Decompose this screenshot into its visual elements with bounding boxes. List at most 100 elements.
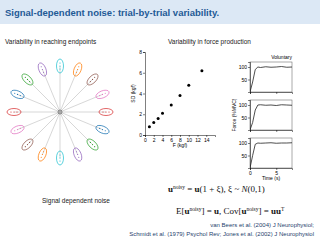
tick <box>276 92 277 94</box>
tick-label: 100 <box>239 64 248 70</box>
endpoint-dot <box>43 72 44 73</box>
panel-label: Variability in force production <box>168 38 251 46</box>
plot-area <box>250 143 292 168</box>
endpoint-dot <box>77 154 78 155</box>
endpoint-dot <box>94 146 95 147</box>
point <box>148 125 151 128</box>
equation: unoisy = u(1 + ξ), ξ ~ N(0,1) <box>168 184 265 195</box>
tick-label: 14 <box>204 137 210 143</box>
endpoint-ellipse <box>36 147 48 163</box>
endpoint-ellipse <box>57 59 64 73</box>
tick-label: 50 <box>241 115 247 121</box>
endpoint-dot <box>17 94 18 95</box>
equation-part: (0,1) <box>248 184 265 194</box>
tick <box>276 130 277 132</box>
endpoint-dot <box>42 69 43 70</box>
axis-title: SD (kgf) <box>130 84 136 103</box>
endpoint-dot <box>14 93 15 94</box>
tick: 0 <box>144 135 147 143</box>
force-trace <box>250 105 292 130</box>
endpoint-dot <box>78 66 79 67</box>
point <box>200 69 203 72</box>
endpoint-ellipse <box>10 88 26 100</box>
endpoint-dot <box>92 144 93 145</box>
endpoint-dot <box>76 151 77 152</box>
title-bar <box>0 0 320 24</box>
point <box>179 94 182 97</box>
force-trace <box>250 67 292 93</box>
axis-line <box>251 93 293 95</box>
axis-title: Time (s) <box>262 175 280 181</box>
tick-label: 100 <box>239 102 248 108</box>
axis-line <box>248 101 251 131</box>
endpoint-ellipse <box>85 72 100 87</box>
endpoint-ellipse <box>36 62 48 78</box>
endpoint-ellipse <box>72 62 84 78</box>
endpoint-dot <box>102 94 103 95</box>
endpoint-dot <box>94 77 95 78</box>
axis-line <box>248 139 251 169</box>
tick-mark <box>248 105 250 106</box>
tick: 12 <box>195 135 201 143</box>
tick: 50 <box>241 115 250 121</box>
endpoint-dot <box>10 111 11 112</box>
tick: 0 <box>139 132 145 138</box>
endpoint-dot <box>17 129 18 130</box>
panel-label: Variability in reaching endpoints <box>5 38 97 46</box>
endpoint-dot <box>59 157 60 158</box>
endpoint-dot <box>25 77 26 78</box>
endpoint-dot <box>102 129 103 130</box>
axis-title: F (kgf) <box>173 142 188 148</box>
tick: 50 <box>241 153 250 159</box>
start-point <box>58 110 62 114</box>
endpoint-ellipse <box>20 72 35 87</box>
tick-mark <box>143 114 145 115</box>
caption: Signal dependent noise <box>42 197 110 205</box>
endpoint-dot <box>99 128 100 129</box>
tick-label: 6 <box>139 70 142 76</box>
axis-line <box>143 53 146 136</box>
tick-label: 4 <box>139 91 142 97</box>
endpoint-dot <box>59 160 60 161</box>
tick: 10 <box>186 135 192 143</box>
endpoint-dot <box>27 144 28 145</box>
axis <box>251 130 293 132</box>
endpoint-dot <box>108 111 109 112</box>
plot-frame <box>250 138 292 168</box>
reference: Schmidt et al. (1979) Psychol Rev; Jones… <box>129 231 314 237</box>
equation-part: (1 + ξ), ξ ~ <box>200 184 242 194</box>
tick-mark <box>248 156 250 157</box>
endpoint-dot <box>102 111 103 112</box>
equation-part: noisy <box>190 206 202 212</box>
force-trace <box>250 143 292 168</box>
axis: 02468 <box>139 49 145 138</box>
endpoint-dot <box>59 68 60 69</box>
tick-label: 50 <box>241 77 247 83</box>
tick-label: 12 <box>195 137 201 143</box>
endpoint-dot <box>13 111 14 112</box>
axis-line <box>251 131 293 133</box>
equation-part: noisy <box>247 206 259 212</box>
endpoint-dot <box>20 95 21 96</box>
plot-frame <box>250 62 292 92</box>
point <box>170 103 173 106</box>
axis-title: Force (%MVC) <box>231 98 237 131</box>
endpoint-dot <box>59 154 60 155</box>
endpoint-ellipse <box>99 109 113 116</box>
tick-mark <box>248 143 250 144</box>
endpoint-dot <box>90 142 91 143</box>
plot-area <box>250 105 292 130</box>
panel-title: Voluntary <box>271 54 292 60</box>
tick: 4 <box>162 135 165 143</box>
slide: Signal-dependent noise: trial-by-trial v… <box>0 0 320 240</box>
plot-area <box>250 67 292 93</box>
tick-label: 0 <box>144 137 147 143</box>
point <box>152 121 155 124</box>
axis: 50 100 <box>239 101 251 131</box>
endpoint-dot <box>78 157 79 158</box>
tick: 6 <box>139 70 145 76</box>
equation-part: uu <box>271 206 281 216</box>
endpoint-dot <box>41 157 42 158</box>
endpoint-dot <box>77 69 78 70</box>
tick: 0 <box>249 168 252 176</box>
